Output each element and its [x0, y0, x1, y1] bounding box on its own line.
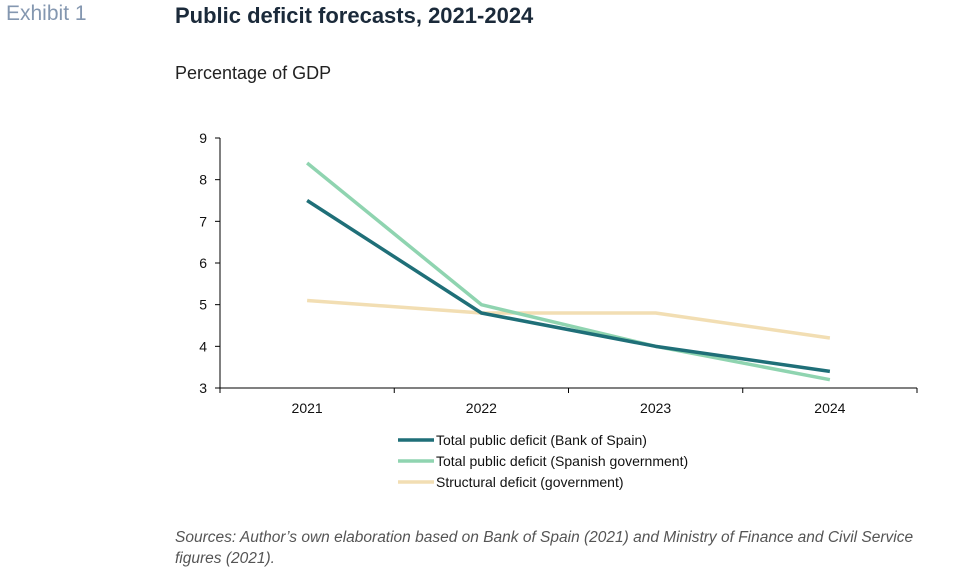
x-tick-label: 2022	[466, 400, 497, 416]
source-note: Sources: Author’s own elaboration based …	[175, 529, 914, 567]
series-line	[306, 298, 831, 340]
x-tick-label: 2021	[292, 400, 323, 416]
legend-label: Total public deficit (Bank of Spain)	[436, 432, 647, 448]
y-tick-label: 9	[199, 130, 207, 146]
exhibit-label: Exhibit 1	[6, 2, 87, 25]
y-tick-label: 6	[199, 255, 207, 271]
y-tick-label: 3	[199, 380, 207, 396]
y-tick-label: 8	[199, 172, 207, 188]
line-chart: 3 4 5 6 7 8 9 2021 2022 2023 2024 Total public def…	[199, 130, 918, 490]
x-tick-label: 2023	[640, 400, 671, 416]
y-tick-label: 4	[199, 338, 207, 354]
chart-subtitle: Percentage of GDP	[175, 63, 332, 83]
legend-label: Structural deficit (government)	[436, 474, 624, 490]
y-tick-label: 7	[199, 213, 207, 229]
chart-title: Public deficit forecasts, 2021-2024	[175, 3, 534, 28]
chart-axes: 3 4 5 6 7 8 9 2021 2022 2023 2024	[199, 130, 918, 416]
legend-label: Total public deficit (Spanish government…	[436, 453, 688, 469]
series-line	[306, 199, 831, 374]
chart-legend: Total public deficit (Bank of Spain) Tota…	[398, 432, 688, 490]
y-tick-label: 5	[199, 297, 207, 313]
chart-series	[306, 161, 831, 382]
x-tick-label: 2024	[814, 400, 845, 416]
series-line	[306, 161, 831, 382]
